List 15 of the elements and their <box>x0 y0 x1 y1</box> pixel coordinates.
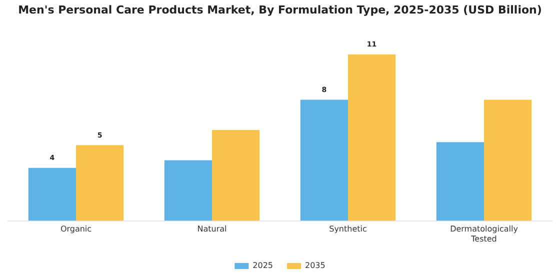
bar <box>28 168 76 221</box>
chart-title: Men's Personal Care Products Market, By Formulation Type, 2025-2035 (USD Billion) <box>18 3 542 16</box>
bar <box>300 100 348 221</box>
bar <box>348 54 396 221</box>
bar <box>212 130 260 221</box>
x-tick-label: Synthetic <box>329 224 367 234</box>
legend-label: 2025 <box>252 261 273 270</box>
legend-label: 2035 <box>305 261 326 270</box>
x-tick-label: Organic <box>60 224 92 234</box>
bar <box>436 142 484 221</box>
bar <box>164 160 212 221</box>
x-tick-label: Natural <box>197 224 227 234</box>
bar <box>484 100 532 221</box>
x-tick-label: Dermatologically Tested <box>450 224 518 244</box>
bar <box>76 145 124 221</box>
